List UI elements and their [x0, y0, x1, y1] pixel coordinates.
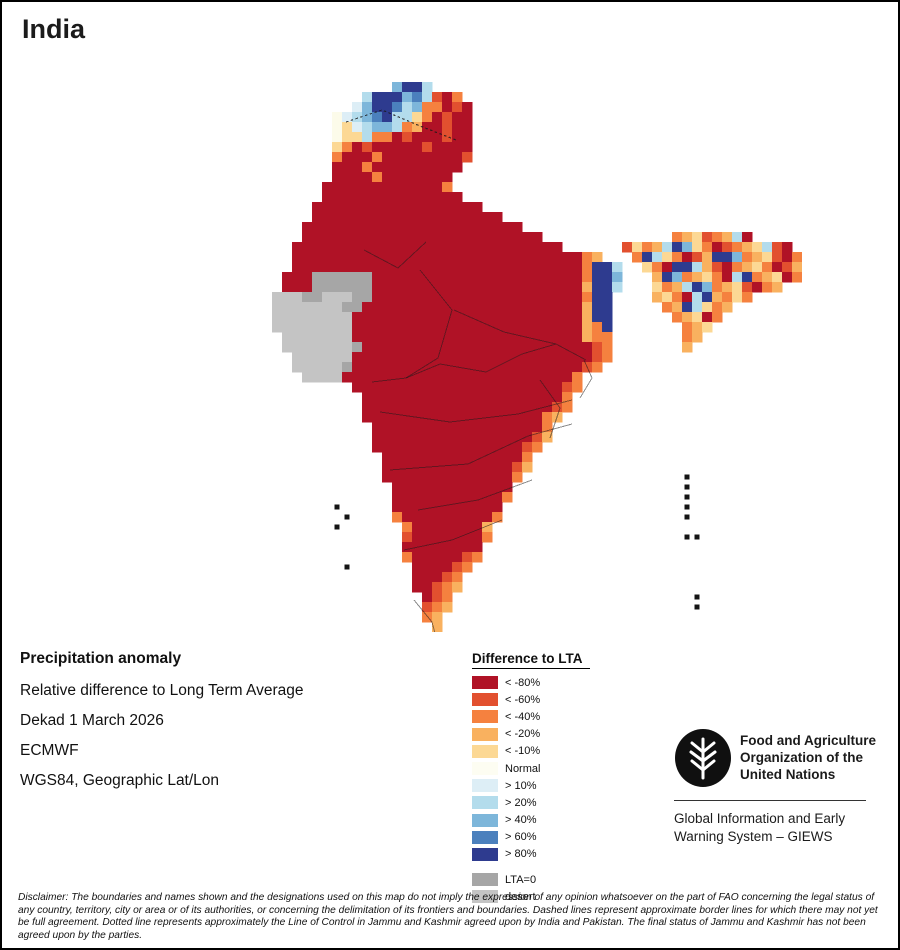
legend-swatch: [472, 873, 498, 887]
state-boundary-line: [405, 269, 453, 379]
state-boundary-line: [579, 359, 593, 399]
legend-swatch: [472, 762, 498, 776]
state-boundary-line: [379, 399, 573, 423]
fao-logo-icon: [675, 729, 731, 787]
legend-label: LTA=0: [505, 873, 537, 886]
legend-label: > 60%: [505, 831, 537, 844]
legend-entry: < -20%: [472, 726, 590, 743]
legend-swatch: [472, 890, 498, 904]
legend-entry: > 10%: [472, 777, 590, 794]
legend-entries: < -80% < -60% < -40% < -20% < -10% Normal > 10…: [472, 674, 590, 863]
legend-entry: < -10%: [472, 743, 590, 760]
legend-entry: < -40%: [472, 708, 590, 725]
legend-swatch: [472, 847, 498, 861]
branding-divider: [674, 800, 866, 801]
legend-label: < -80%: [505, 676, 541, 689]
fao-org-name: Food and Agriculture Organization of the…: [740, 728, 876, 783]
legend-label: desert: [505, 890, 536, 903]
org-name-line: United Nations: [740, 767, 836, 782]
legend-swatch: [472, 676, 498, 690]
precipitation-map: [272, 82, 802, 632]
legend-entry: > 80%: [472, 846, 590, 863]
state-boundary-line: [453, 309, 587, 361]
info-line-dekad: Dekad 1 March 2026: [20, 712, 164, 729]
legend-swatch: [472, 796, 498, 810]
fao-branding: Food and Agriculture Organization of the…: [674, 728, 880, 845]
state-boundary-line: [403, 519, 503, 551]
giews-line: Global Information and Early: [674, 811, 846, 826]
legend-swatch: [472, 813, 498, 827]
info-line-projection: WGS84, Geographic Lat/Lon: [20, 772, 220, 789]
map-info-block: Precipitation anomaly Relative differenc…: [20, 650, 304, 802]
state-boundary-line: [371, 343, 557, 383]
giews-line: Warning System – GIEWS: [674, 828, 833, 844]
legend-label: > 80%: [505, 848, 537, 861]
legend: Difference to LTA < -80% < -60% < -40% < -2…: [472, 650, 590, 905]
legend-swatch: [472, 744, 498, 758]
legend-footer: LTA=0 desert: [472, 871, 590, 905]
fao-logo-row: Food and Agriculture Organization of the…: [674, 728, 880, 788]
legend-entry: > 40%: [472, 812, 590, 829]
legend-entry: desert: [472, 888, 590, 905]
legend-swatch: [472, 710, 498, 724]
org-name-line: Organization of the: [740, 750, 863, 765]
state-boundary-line: [363, 241, 427, 269]
legend-entry: > 20%: [472, 794, 590, 811]
disclaimer-text: Disclaimer: The boundaries and names sho…: [18, 892, 878, 942]
legend-label: > 40%: [505, 814, 537, 827]
info-line-source: ECMWF: [20, 742, 79, 759]
legend-label: > 10%: [505, 779, 537, 792]
org-name-line: Food and Agriculture: [740, 733, 876, 748]
state-boundary-line: [413, 599, 436, 632]
legend-label: < -60%: [505, 693, 541, 706]
legend-label: < -20%: [505, 728, 541, 741]
legend-entry: < -60%: [472, 691, 590, 708]
legend-label: > 20%: [505, 796, 537, 809]
giews-name: Global Information and Early Warning Sys…: [674, 810, 880, 845]
legend-label: Normal: [505, 762, 541, 775]
legend-label: < -40%: [505, 710, 541, 723]
page-title: India: [22, 14, 86, 44]
map-info-heading: Precipitation anomaly: [20, 650, 182, 667]
legend-swatch: [472, 779, 498, 793]
legend-swatch: [472, 727, 498, 741]
state-boundary-line: [417, 479, 533, 511]
legend-entry: < -80%: [472, 674, 590, 691]
info-line-method: Relative difference to Long Term Average: [20, 682, 304, 699]
legend-swatch: [472, 830, 498, 844]
legend-title: Difference to LTA: [472, 651, 590, 669]
legend-entry: LTA=0: [472, 871, 590, 888]
legend-label: < -10%: [505, 745, 541, 758]
state-boundary-line: [539, 379, 561, 439]
state-boundary-line: [389, 423, 573, 471]
legend-entry: Normal: [472, 760, 590, 777]
legend-swatch: [472, 693, 498, 707]
legend-entry: > 60%: [472, 829, 590, 846]
